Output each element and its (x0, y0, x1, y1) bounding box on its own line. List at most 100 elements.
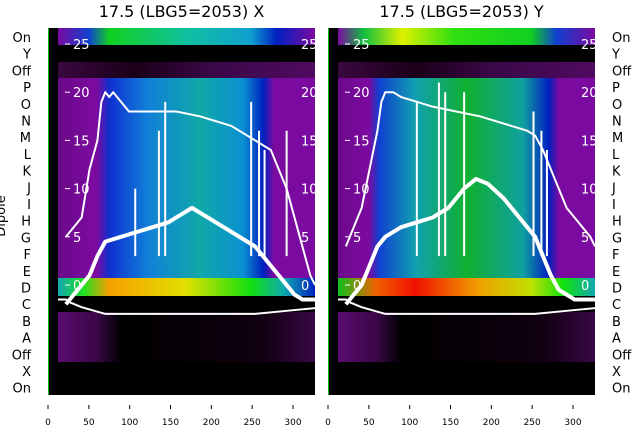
series-line-lower (64, 205, 315, 306)
x-tick-label: 250 (244, 418, 261, 428)
series-line-upper (65, 91, 316, 286)
heatmap-rows-p-e (58, 78, 315, 278)
heatmap-row-on (338, 28, 595, 45)
series-line-baseline (338, 298, 596, 315)
row-label: On (612, 382, 630, 397)
x-tick-label: 300 (284, 418, 301, 428)
row-label: G (21, 231, 31, 246)
inner-y-tick-label-right: 20 (581, 86, 598, 101)
x-tick-label: 150 (162, 418, 179, 428)
x-tick-label: 250 (524, 418, 541, 428)
row-label: A (22, 332, 31, 347)
row-label: C (612, 298, 621, 313)
black-edge-strip (50, 28, 58, 395)
panel-y: 17.5 (LBG5=2053) YOnYOffPONMLKJIHGFEDCBA… (325, 2, 632, 428)
black-edge-strip (330, 28, 338, 395)
row-label: X (22, 365, 31, 380)
row-label: D (612, 282, 622, 297)
row-label: D (21, 282, 31, 297)
row-label: H (612, 215, 622, 230)
row-label: Off (612, 64, 632, 79)
x-tick-label: 200 (483, 418, 500, 428)
row-label: L (612, 148, 620, 163)
row-label: I (612, 198, 616, 213)
row-label: O (612, 98, 622, 113)
heatmap-rows-b-off (338, 312, 595, 362)
row-label: Y (22, 48, 31, 63)
row-label: L (24, 148, 32, 163)
row-label: G (612, 231, 622, 246)
inner-y-tick-label-right: 10 (581, 183, 598, 198)
row-label: B (612, 315, 621, 330)
row-label: E (612, 265, 620, 280)
row-label: Off (12, 348, 32, 363)
row-label: C (22, 298, 31, 313)
row-label: K (612, 165, 621, 180)
heatmap-row-on (58, 28, 315, 45)
x-tick-label: 50 (363, 418, 375, 428)
row-label: N (612, 115, 622, 130)
x-tick-label: 200 (203, 418, 220, 428)
row-label: F (24, 248, 31, 263)
inner-y-tick-label: 25 (353, 38, 370, 53)
inner-y-tick-label: 0 (73, 279, 81, 294)
inner-y-tick-label-right: 15 (301, 134, 318, 149)
x-tick-label: 100 (121, 418, 138, 428)
row-label: P (612, 81, 620, 96)
chart-title: 17.5 (LBG5=2053) Y (379, 2, 544, 21)
x-tick-label: 300 (564, 418, 581, 428)
x-tick-label: 150 (442, 418, 459, 428)
row-label: On (612, 31, 630, 46)
inner-y-tick-label: 5 (353, 231, 361, 246)
inner-y-tick-label: 20 (353, 86, 370, 101)
row-label: B (22, 315, 31, 330)
heatmap-row-off (58, 62, 315, 78)
row-label: A (612, 332, 621, 347)
x-tick-label: 50 (83, 418, 95, 428)
x-tick-label: 0 (325, 418, 331, 428)
row-label: On (13, 382, 31, 397)
heatmap-row-off (338, 62, 595, 78)
heatmap-row-d (338, 278, 595, 296)
heatmap-row-d (58, 278, 315, 296)
heatmap-rows-b-off (58, 312, 315, 362)
inner-y-tick-label: 0 (353, 279, 361, 294)
row-label: M (20, 131, 31, 146)
row-label: F (612, 248, 619, 263)
x-tick-label: 0 (45, 418, 51, 428)
inner-y-tick-label-right: 15 (581, 134, 598, 149)
row-label: J (26, 181, 31, 196)
x-tick-label: 100 (401, 418, 418, 428)
inner-y-tick-label-right: 25 (301, 38, 318, 53)
y-axis-label: Dipole (0, 195, 9, 236)
inner-y-tick-label-right: 10 (301, 183, 318, 198)
row-label: Y (611, 48, 620, 63)
row-label: O (21, 98, 31, 113)
series-line-baseline (58, 298, 316, 315)
row-label: X (612, 365, 621, 380)
inner-y-tick-label-right: 25 (581, 38, 598, 53)
inner-y-tick-label-right: 5 (301, 231, 309, 246)
inner-y-tick-label-right: 5 (581, 231, 589, 246)
inner-y-tick-label: 20 (73, 86, 90, 101)
inner-y-tick-label: 15 (73, 134, 90, 149)
inner-y-tick-label-right: 0 (301, 279, 309, 294)
inner-y-tick-label: 15 (353, 134, 370, 149)
series-line-lower (344, 176, 595, 306)
row-label: J (611, 181, 616, 196)
row-label: I (27, 198, 31, 213)
inner-y-tick-label: 5 (73, 231, 81, 246)
row-label: H (21, 215, 31, 230)
row-label: On (13, 31, 31, 46)
inner-y-tick-label-right: 20 (301, 86, 318, 101)
series-line-upper (344, 91, 596, 247)
chart-title: 17.5 (LBG5=2053) X (99, 2, 265, 21)
inner-y-tick-label-right: 0 (581, 279, 589, 294)
row-label: M (612, 131, 623, 146)
row-label: Off (612, 348, 632, 363)
row-label: E (23, 265, 31, 280)
inner-y-tick-label: 25 (73, 38, 90, 53)
row-label: N (21, 115, 31, 130)
row-label: K (22, 165, 31, 180)
